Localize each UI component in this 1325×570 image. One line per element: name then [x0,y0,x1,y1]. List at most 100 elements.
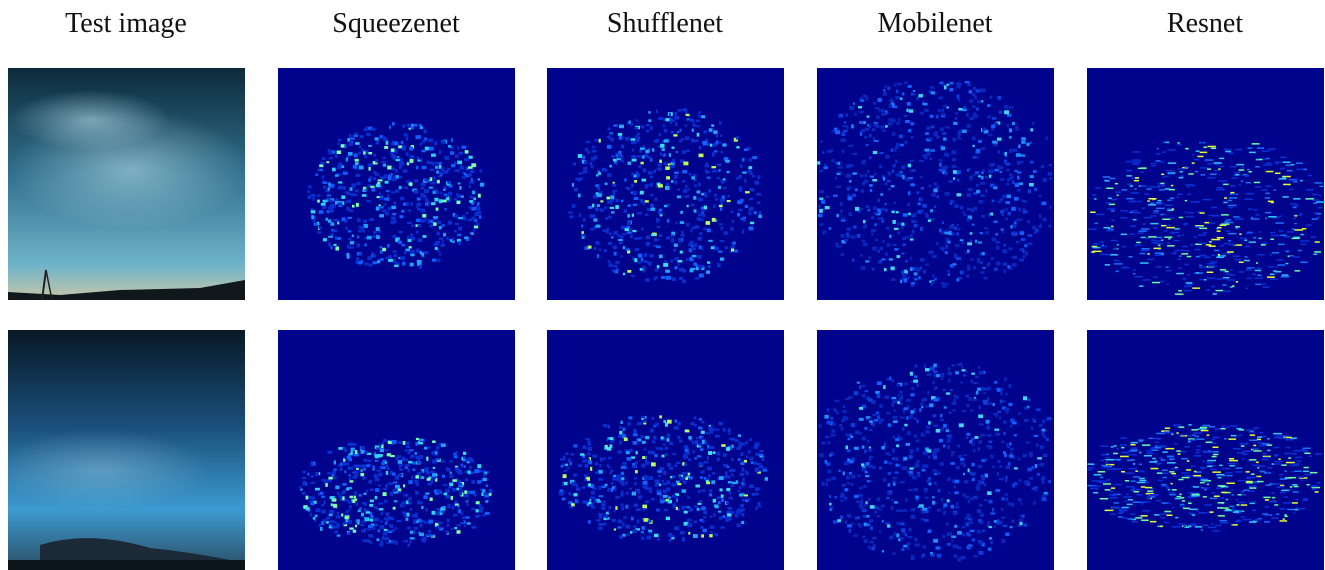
activation [1270,274,1275,276]
activation [360,446,365,449]
activation [674,175,678,179]
activation [843,405,845,408]
activation [868,256,871,259]
activation [375,478,380,481]
activation [754,445,758,449]
activation [472,191,475,195]
activation [346,226,348,230]
activation [1023,250,1025,254]
activation [1021,137,1026,140]
activation [578,173,582,175]
activation [842,217,845,220]
activation [348,152,353,156]
activation [595,462,598,465]
activation [375,159,378,163]
activation [965,517,969,520]
activation [625,481,627,485]
activation [934,131,939,133]
activation [710,526,715,529]
activation [416,484,419,486]
activation [1287,231,1294,233]
activation [407,236,409,240]
activation [864,450,866,453]
activation [980,522,983,524]
activation [682,180,685,183]
activation [645,436,649,439]
activation [1234,259,1241,261]
activation [971,463,974,467]
activation [957,193,962,196]
activation [637,133,640,136]
activation [1046,438,1049,440]
activation [400,197,404,201]
activation [699,274,704,278]
activation [971,93,975,95]
activation [367,528,372,530]
activation [393,213,397,215]
activation [952,158,955,161]
activation [1151,496,1155,498]
activation [687,519,689,522]
activation [644,253,647,257]
activation [862,437,866,441]
activation [1020,231,1025,235]
activation [1314,182,1322,184]
activation [761,457,764,461]
activation [444,170,449,174]
activation [879,467,882,470]
activation [1254,448,1260,450]
activation [909,109,913,112]
activation [1291,471,1294,473]
activation [1042,202,1047,206]
activation [892,164,896,168]
activation [749,438,752,441]
activation [893,436,896,439]
activation [902,548,905,551]
activation [1174,250,1178,252]
activation [1164,511,1171,513]
activation [911,93,913,96]
activation [418,225,422,227]
activation [412,462,416,465]
activation [317,231,322,233]
activation [458,183,461,185]
activation [635,470,638,473]
activation [393,176,396,180]
activation [1034,501,1036,505]
activation [393,202,396,205]
activation [1313,254,1317,256]
activation [926,405,930,407]
activation [627,188,630,190]
activation [953,399,956,402]
activation [643,146,646,148]
activation [627,214,630,218]
activation [917,474,920,478]
activation [1003,432,1005,435]
activation [400,256,405,260]
activation [931,193,936,196]
activation [1139,452,1141,454]
activation [1194,236,1197,238]
activation [381,466,386,469]
activation [351,448,355,452]
activation [1175,498,1181,500]
activation [1212,530,1219,532]
activation [614,252,617,256]
activation [878,250,880,252]
activation [590,467,592,471]
activation [695,485,700,488]
activation [422,214,426,218]
activation [943,389,947,392]
activation [990,541,993,544]
activation [1044,492,1048,495]
activation [1194,159,1197,161]
activation [841,234,845,238]
activation [1255,166,1260,168]
activation [346,191,350,194]
activation [572,183,574,187]
activation [1300,213,1303,215]
activation [1012,224,1016,228]
activation [1223,184,1228,186]
activation [337,512,339,515]
activation [1024,407,1028,410]
